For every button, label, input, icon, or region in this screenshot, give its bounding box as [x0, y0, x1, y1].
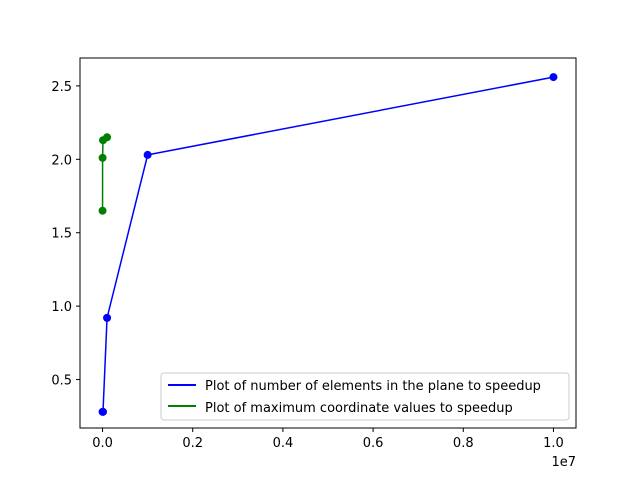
y-tick-label: 2.5: [51, 80, 72, 95]
legend: Plot of number of elements in the plane …: [160, 372, 570, 421]
x-tick-label: 0.0: [92, 436, 113, 451]
series-1-point: [549, 73, 558, 82]
series-2-point: [103, 133, 112, 142]
x-tick-label: 0.8: [453, 436, 474, 451]
series-2-point: [98, 206, 107, 215]
series-1-point: [143, 150, 152, 159]
x-tick-label: 1.0: [543, 436, 564, 451]
y-tick-label: 2.0: [51, 153, 72, 168]
axes-layer: 0.0 0.2 0.4 0.6 0.8 1.0 0.5 1.0 1.5 2.0 2.5: [51, 80, 563, 451]
legend-label-series-1: Plot of number of elements in the plane …: [205, 379, 541, 394]
series-2-point: [98, 153, 107, 162]
series-layer: [98, 73, 558, 416]
x-tick-label: 0.6: [363, 436, 384, 451]
x-tick-label: 0.4: [273, 436, 294, 451]
legend-label-series-2: Plot of maximum coordinate values to spe…: [205, 401, 513, 416]
y-tick-label: 0.5: [51, 374, 72, 389]
x-tick-label: 0.2: [182, 436, 203, 451]
x-offset-label: 1e7: [551, 455, 576, 470]
legend-frame: [160, 372, 570, 421]
series-1-point: [98, 407, 107, 416]
y-tick-label: 1.5: [51, 227, 72, 242]
series-1-point: [103, 313, 112, 322]
y-tick-label: 1.0: [51, 300, 72, 315]
plot-frame: [79, 57, 577, 429]
